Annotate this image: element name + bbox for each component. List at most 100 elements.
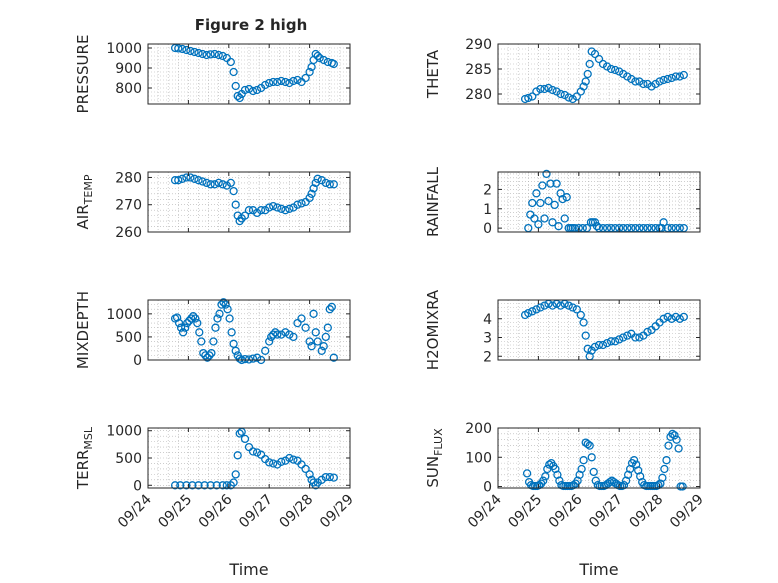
data-point [627,74,636,84]
data-point [532,189,541,198]
data-point [536,303,545,312]
data-point [248,206,258,215]
x-tick-label: 09/28 [277,492,317,532]
data-point [269,77,278,87]
data-point [589,467,598,477]
data-point [235,429,244,438]
data-point [293,75,302,85]
data-point [528,307,537,316]
data-point [214,178,223,188]
data-point [327,302,336,312]
y-tick-label: 280 [115,170,142,186]
data-point [663,312,672,322]
data-point [229,67,238,77]
data-point [215,309,224,318]
data-point [233,91,242,101]
data-point [265,78,274,88]
data-point [631,77,640,86]
y-tick-label: 100 [465,450,492,466]
data-point [285,330,294,339]
data-point [329,473,338,482]
data-point [289,76,298,86]
data-point [265,458,274,467]
y-tick-label: 900 [115,61,142,77]
data-point [229,186,238,196]
x-tick-label: 09/26 [196,491,236,531]
data-point [202,178,211,188]
axes-box [147,43,351,105]
panel-mixdepth: 0 500 1000 MIXDEPTH [74,291,351,369]
data-point [546,179,555,188]
data-point [674,444,683,453]
data-point [598,340,608,350]
data-point [176,323,186,332]
data-point [602,338,612,348]
data-point [655,77,664,86]
data-point [227,328,236,337]
data-point [594,340,604,350]
data-point [659,314,668,323]
data-point [598,59,608,69]
data-point [261,80,270,90]
data-point [611,65,620,75]
y-tick-label: 2 [483,182,492,198]
data-point [190,47,199,57]
data-point [305,193,314,203]
data-point [548,218,557,227]
data-point [548,301,557,310]
data-point [222,481,231,490]
data-point [225,314,234,323]
data-point [181,323,190,332]
data-point [647,82,656,91]
y-tick-label: 260 [115,225,142,241]
x-tick-label: 09/24 [465,491,505,531]
data-point [555,476,564,485]
data-point [269,330,278,339]
data-point [195,328,204,337]
data-point [615,335,624,344]
panel-theta: 280 285 290 THETA [424,37,701,105]
data-point [319,55,328,65]
data-point [214,50,223,60]
y-axis-label: PRESSURE [74,35,92,114]
data-point [532,305,541,314]
data-point [261,346,270,355]
panel-h2omixra: 2 3 4 H2OMIXRA [424,289,701,370]
data-point [206,50,215,59]
data-point [226,57,235,67]
y-tick-label: 0 [133,478,142,494]
data-point [670,431,679,440]
data-point [541,472,550,481]
data-point [202,50,211,60]
axes-box [497,427,701,489]
y-axis-label: H2OMIXRA [424,289,442,370]
data-point [277,330,286,339]
panel-sun-flux: 0 100 200 09/24 09/25 09/26 09/27 09/28 09/29 SUN… [424,421,707,579]
data-point [248,86,258,96]
data-point [205,351,214,360]
data-point [317,475,326,484]
data-point [281,77,290,87]
data-point [307,342,316,351]
x-tick-label: 09/28 [627,492,667,532]
axes-box [497,171,701,233]
data-point [178,174,187,183]
data-point [311,328,320,337]
data-point [210,180,219,189]
data-point [273,330,282,339]
data-point [277,204,286,213]
data-point [319,342,328,351]
y-tick-label: 290 [465,37,492,53]
data-point [231,346,240,355]
data-point [170,481,180,490]
data-point [206,180,215,189]
data-point [206,481,215,490]
data-point [213,314,222,323]
x-tick-label: 09/29 [317,492,357,532]
y-axis-label: MIXDEPTH [74,291,92,369]
data-point [581,331,590,340]
data-point [273,77,282,87]
data-point [568,94,577,104]
data-point [560,214,569,223]
data-point [329,59,338,69]
